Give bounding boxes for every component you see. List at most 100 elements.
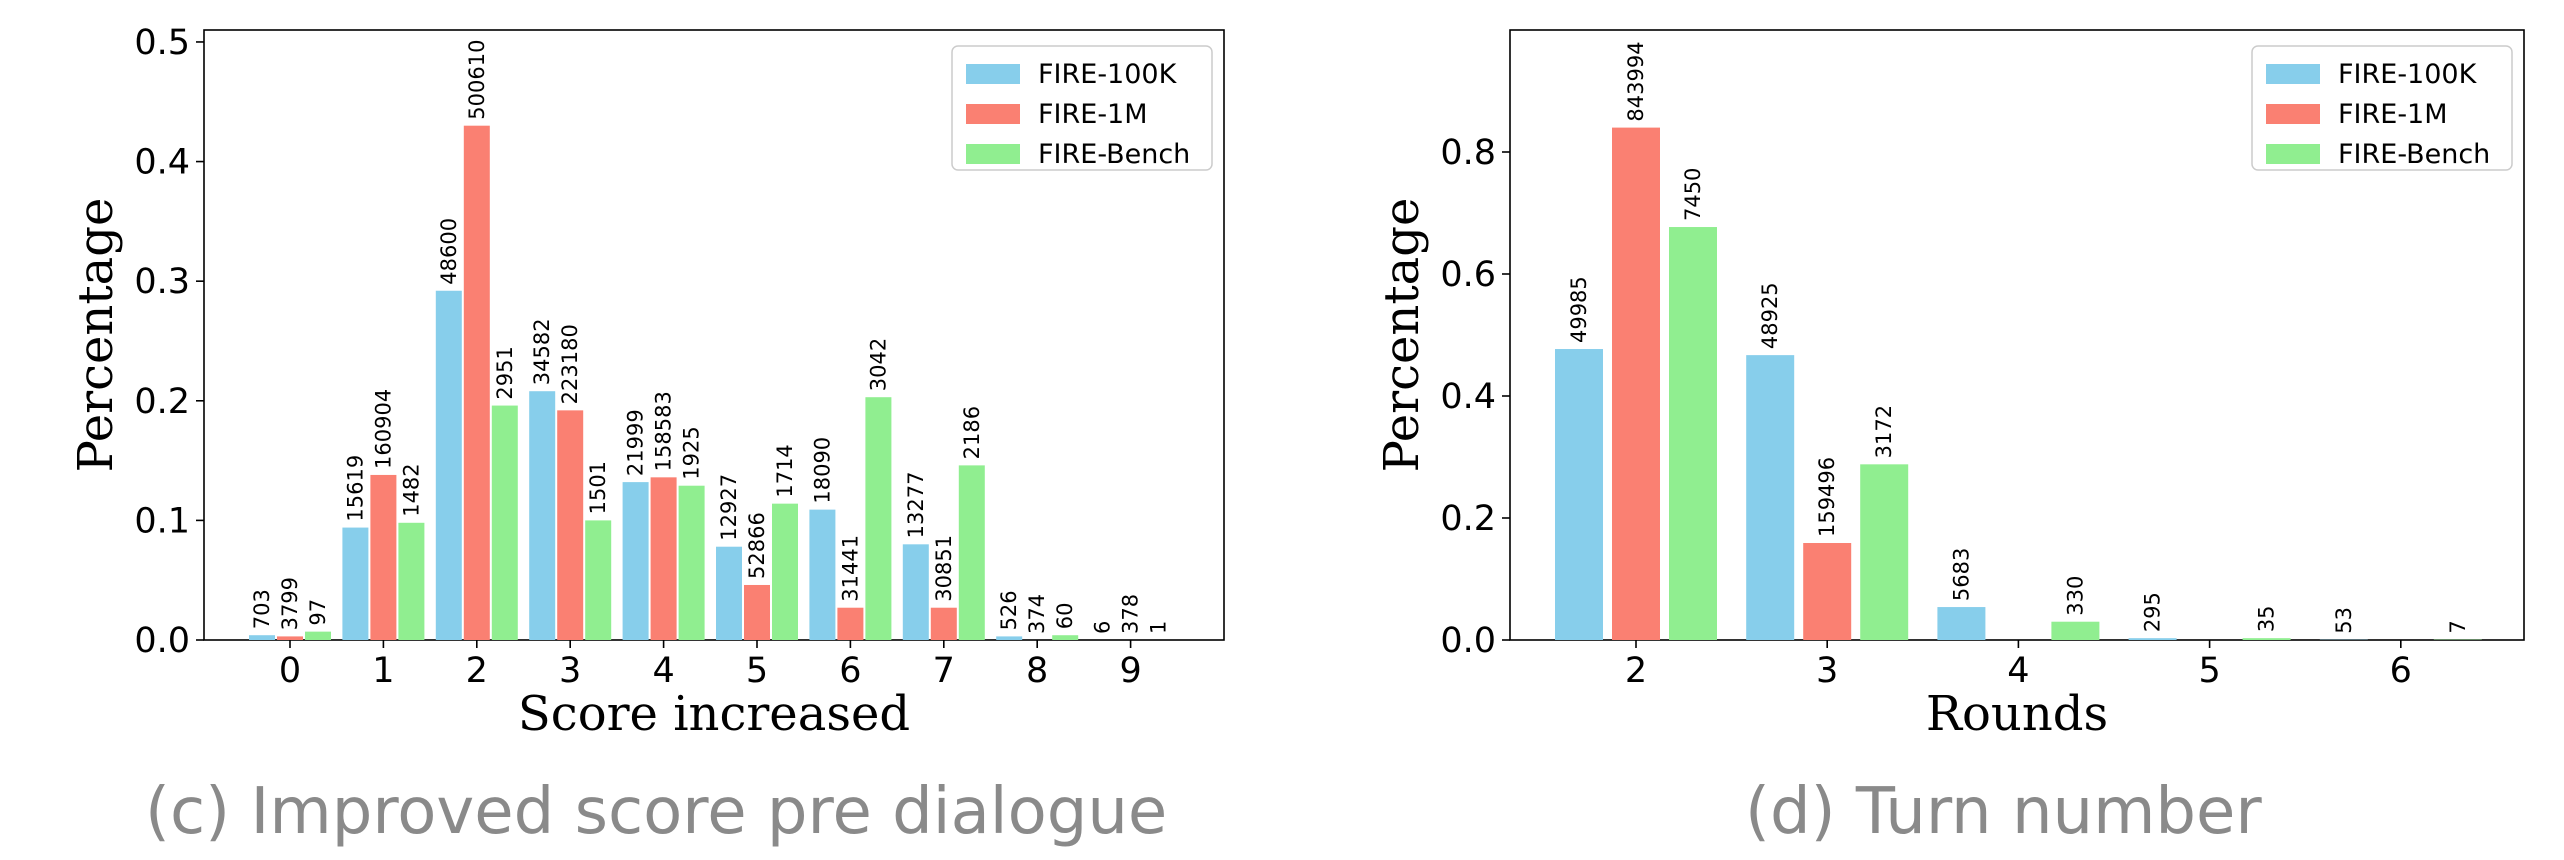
legend-label-fire-1m: FIRE-1M (1038, 99, 1148, 130)
y-tick-label: 0.6 (1440, 255, 1496, 295)
bar-fire-bench-4 (678, 485, 705, 640)
legend-swatch-fire-bench (966, 144, 1020, 164)
value-label-fire-100k-6: 18090 (810, 437, 834, 504)
value-label-fire-1m-1: 160904 (371, 389, 395, 469)
value-label-fire-100k-1: 15619 (343, 455, 367, 522)
bar-fire-1m-3 (1803, 543, 1852, 640)
value-label-fire-1m-2: 843994 (1624, 41, 1648, 121)
x-tick-label: 2 (1625, 651, 1647, 691)
x-tick-label: 2 (466, 651, 488, 691)
value-label-fire-1m-3: 223180 (558, 324, 582, 404)
bar-fire-100k-7 (902, 544, 929, 640)
value-label-fire-bench-2: 2951 (493, 346, 517, 399)
bar-fire-100k-4 (622, 482, 649, 640)
value-label-fire-1m-3: 159496 (1815, 457, 1839, 537)
bar-fire-bench-0 (305, 631, 331, 640)
x-axis-label: Rounds (1926, 686, 2108, 742)
value-label-fire-bench-5: 1714 (773, 444, 797, 497)
legend-swatch-fire-1m (2266, 104, 2320, 124)
value-label-fire-1m-9: 378 (1119, 594, 1143, 634)
value-label-fire-bench-6: 7 (2446, 620, 2470, 633)
x-tick-label: 0 (279, 651, 301, 691)
bar-fire-100k-0 (249, 635, 275, 640)
value-label-fire-100k-8: 526 (997, 590, 1021, 630)
bar-fire-100k-2 (1555, 349, 1603, 640)
value-label-fire-100k-7: 13277 (904, 472, 928, 539)
bar-fire-100k-3 (1746, 355, 1795, 640)
bar-fire-100k-2 (435, 290, 462, 640)
x-axis-label: Score increased (518, 686, 910, 742)
value-label-fire-bench-8: 60 (1053, 602, 1077, 629)
plot-frame (1509, 29, 2525, 641)
y-tick-label: 0.8 (1440, 133, 1496, 173)
value-label-fire-bench-7: 2186 (960, 406, 984, 459)
caption-turn-number: (d) Turn number (1745, 775, 2262, 849)
turn-number-chart: 0.0 0.2 0.4 0.6 0.8 49985 843994 7450 2 48925 1594… (1374, 29, 2525, 742)
y-tick-label: 0.5 (134, 23, 190, 63)
x-tick-label: 3 (1816, 651, 1838, 691)
legend-label-fire-100k: FIRE-100K (1038, 59, 1178, 90)
x-tick-label: 4 (2007, 651, 2029, 691)
x-tick-label: 7 (933, 651, 955, 691)
x-tick-label: 9 (1119, 651, 1141, 691)
y-tick-label: 0.0 (134, 621, 190, 661)
bar-fire-1m-4 (650, 477, 677, 640)
value-label-fire-bench-4: 330 (2063, 576, 2087, 616)
bar-fire-bench-2 (1669, 227, 1717, 640)
x-tick-label: 3 (559, 651, 581, 691)
value-label-fire-100k-0: 703 (250, 589, 274, 629)
value-label-fire-bench-3: 3172 (1872, 405, 1896, 458)
x-tick-label: 6 (2390, 651, 2412, 691)
legend-swatch-fire-1m (966, 104, 1020, 124)
value-label-fire-1m-7: 30851 (932, 535, 956, 602)
value-label-fire-bench-4: 1925 (680, 426, 704, 479)
value-label-fire-1m-4: 158583 (652, 391, 676, 471)
bar-fire-bench-3 (1860, 464, 1909, 640)
bar-fire-bench-2 (491, 405, 518, 640)
plot-frame (203, 29, 1225, 641)
value-label-fire-1m-5: 52866 (745, 512, 769, 579)
value-label-fire-100k-4: 21999 (624, 409, 648, 476)
bar-fire-1m-0 (277, 636, 303, 640)
legend-label-fire-bench: FIRE-Bench (2338, 139, 2490, 170)
legend-label-fire-bench: FIRE-Bench (1038, 139, 1190, 170)
bar-fire-1m-7 (930, 607, 957, 640)
bar-fire-bench-5 (772, 503, 798, 640)
y-tick-label: 0.2 (1440, 499, 1496, 539)
value-label-fire-100k-5: 295 (2141, 592, 2165, 632)
legend-swatch-fire-100k (966, 64, 1020, 84)
value-label-fire-100k-4: 5683 (1949, 548, 1973, 601)
bar-fire-1m-2 (463, 125, 490, 640)
y-tick-label: 0.4 (1440, 377, 1496, 417)
bar-fire-1m-3 (557, 410, 584, 640)
value-label-fire-bench-6: 3042 (866, 338, 890, 391)
bar-fire-bench-5 (2242, 638, 2291, 640)
bar-fire-bench-8 (1052, 635, 1079, 640)
x-tick-label: 8 (1026, 651, 1048, 691)
x-tick-label: 6 (839, 651, 861, 691)
bar-fire-bench-4 (2051, 621, 2100, 640)
y-tick-label: 0.0 (1440, 621, 1496, 661)
bar-fire-bench-1 (398, 522, 425, 640)
caption-improved-score: (c) Improved score pre dialogue (145, 775, 1168, 849)
bar-fire-1m-6 (837, 607, 864, 640)
value-label-fire-1m-2: 500610 (465, 40, 489, 120)
value-label-fire-bench-3: 1501 (586, 461, 610, 514)
bar-fire-100k-6 (809, 509, 836, 640)
legend-label-fire-100k: FIRE-100K (2338, 59, 2478, 90)
bar-fire-1m-2 (1612, 127, 1660, 641)
y-axis-label: Percentage (1374, 198, 1430, 473)
value-label-fire-bench-2: 7450 (1681, 168, 1705, 221)
x-tick-label: 1 (372, 651, 394, 691)
bar-fire-100k-8 (996, 636, 1023, 640)
y-axis-label: Percentage (68, 198, 124, 473)
value-label-fire-100k-5: 12927 (717, 474, 741, 541)
bar-fire-100k-1 (342, 527, 369, 640)
bar-fire-100k-5 (2128, 638, 2177, 640)
value-label-fire-100k-9: 6 (1091, 621, 1115, 634)
y-tick-label: 0.1 (134, 501, 190, 541)
value-label-fire-1m-8: 374 (1025, 594, 1049, 634)
bar-fire-1m-1 (370, 474, 397, 640)
